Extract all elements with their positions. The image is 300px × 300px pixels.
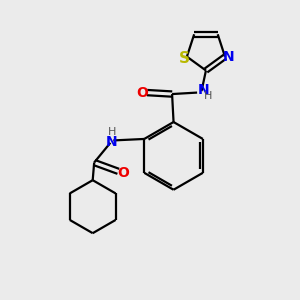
Text: H: H: [204, 91, 212, 100]
Text: N: N: [223, 50, 234, 64]
Text: O: O: [118, 166, 130, 180]
Text: N: N: [106, 135, 118, 149]
Text: O: O: [136, 85, 148, 100]
Text: S: S: [178, 51, 190, 66]
Text: N: N: [198, 82, 209, 97]
Text: H: H: [108, 127, 116, 136]
